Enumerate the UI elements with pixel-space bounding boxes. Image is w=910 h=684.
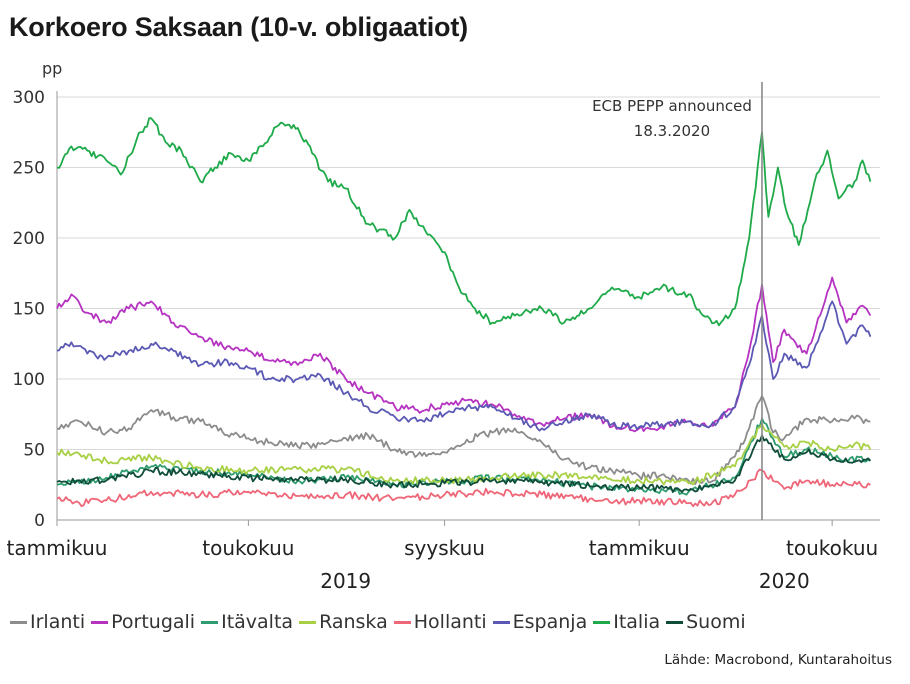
legend-swatch [666,620,684,624]
year-label: 2020 [759,569,810,593]
legend-label: Portugali [111,611,196,633]
series-line-espanja [56,300,872,432]
year-label: 2019 [320,569,371,593]
y-tick-label: 150 [13,300,45,320]
legend-item: Espanja [492,611,588,633]
annotation-text: 18.3.2020 [634,122,710,140]
legend-label: Hollanti [413,611,487,633]
y-tick-label: 300 [13,88,45,108]
annotation-text: ECB PEPP announced [592,97,752,115]
source-note: Lähde: Macrobond, Kuntarahoitus [664,652,892,668]
legend-label: Irlanti [30,611,86,633]
legend-item: Hollanti [393,611,487,633]
legend-item: Suomi [666,611,746,633]
axes: 0 50 100 150 200 250 300 pp tammikuu toukokuu syys… [7,59,880,593]
legend-item: Italia [593,611,660,633]
legend-item: Ranska [299,611,388,633]
legend-swatch [593,620,611,624]
annotation: ECB PEPP announced 18.3.2020 [592,82,763,520]
x-tick-label: toukokuu [202,536,294,560]
x-tick-label: tammikuu [7,536,108,560]
series-line-suomi [56,434,872,493]
y-tick-label: 100 [13,370,45,390]
x-tick-label: toukokuu [786,536,878,560]
chart-title: Korkoero Saksaan (10-v. obligaatiot) [9,12,468,42]
series-lines [56,117,872,508]
legend-swatch [201,620,219,624]
legend-item: Itävalta [201,611,293,633]
x-tick-label: tammikuu [589,536,690,560]
x-tick-label: syyskuu [404,536,485,560]
y-tick-label: 0 [34,511,45,531]
legend-label: Espanja [512,611,588,633]
legend-label: Suomi [686,611,746,633]
y-unit-label: pp [42,59,62,78]
legend-label: Ranska [319,611,388,633]
legend: Irlanti Portugali Itävalta Ranska Hollanti Es… [10,611,752,633]
legend-swatch [91,620,109,624]
gridlines [57,96,880,450]
series-line-irlanti [56,395,871,485]
legend-swatch [299,620,317,624]
legend-label: Italia [613,611,661,633]
legend-swatch [492,620,510,624]
series-line-italia [56,117,872,327]
y-tick-label: 250 [13,159,45,179]
series-line-hollanti [56,468,871,508]
legend-swatch [10,620,27,624]
y-tick-label: 50 [23,441,45,461]
y-tick-label: 200 [13,229,45,249]
legend-item: Irlanti [10,611,85,633]
legend-label: Itävalta [221,611,294,633]
series-line-ranska [56,423,872,486]
legend-swatch [393,620,411,624]
legend-item: Portugali [91,611,195,633]
